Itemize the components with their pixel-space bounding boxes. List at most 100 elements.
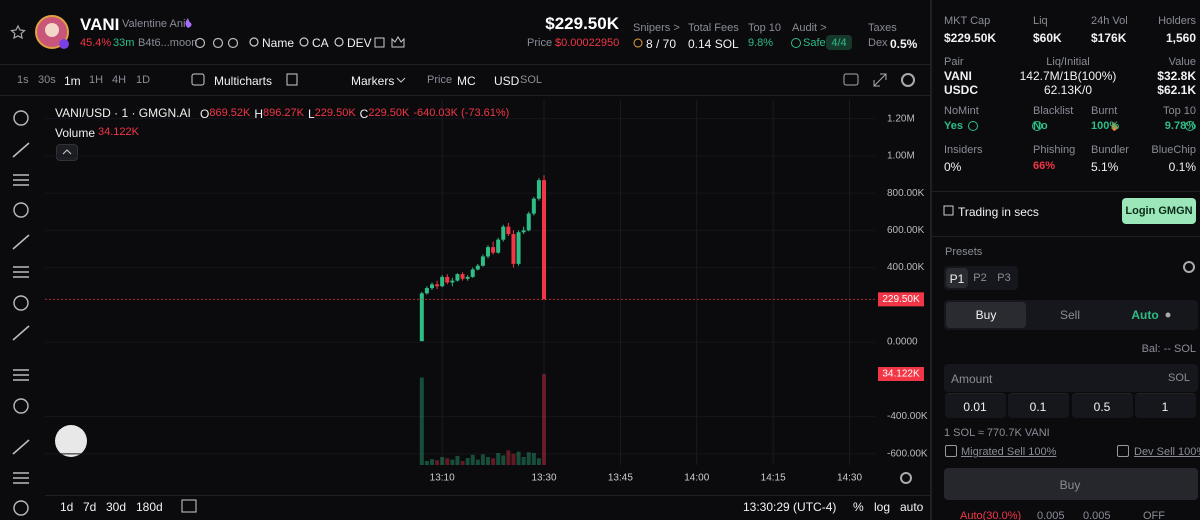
candle-body: [429, 284, 434, 289]
volume-bar: [536, 458, 541, 465]
options[interactable]: %: [853, 500, 864, 514]
login[interactable]: Login GMGN: [1125, 205, 1193, 217]
label: Blacklist: [1033, 105, 1074, 117]
mc[interactable]: MC: [457, 74, 476, 88]
balance: Bal: -- SOL: [1141, 343, 1196, 355]
volume-bar: [475, 459, 480, 465]
options[interactable]: Migrated Sell 100%: [961, 446, 1057, 458]
quick-amount[interactable]: [1135, 393, 1196, 418]
links[interactable]: Name: [262, 36, 295, 50]
quick-amounts[interactable]: 0.1: [1029, 400, 1047, 414]
amount-unit: SOL: [1167, 372, 1190, 384]
checkbox[interactable]: [945, 445, 957, 457]
badge: 0.5%: [890, 37, 918, 51]
value: Dex: [868, 37, 888, 49]
tool-icon: [12, 439, 30, 455]
price[interactable]: Price: [427, 74, 453, 86]
legend-item: -640.03K (-73.61%): [413, 107, 510, 119]
tabs[interactable]: Sell: [1059, 308, 1081, 322]
submit[interactable]: Buy: [1059, 478, 1081, 492]
value: 9.8%: [748, 37, 774, 49]
volume-bar: [521, 456, 526, 465]
candle-body: [424, 288, 429, 294]
multicharts-icon: [191, 73, 205, 86]
amount-input[interactable]: [944, 364, 1198, 392]
legend-item: C: [359, 107, 369, 121]
pairs: 142.7M/1B(100%): [1019, 69, 1117, 83]
ranges[interactable]: 7d: [83, 500, 97, 514]
tabs[interactable]: Auto: [1131, 308, 1159, 322]
tool-icon: [13, 398, 29, 414]
login-button[interactable]: [1122, 198, 1196, 224]
label: Total Fees: [688, 22, 739, 34]
markers[interactable]: Markers: [351, 74, 395, 88]
presets[interactable]: P2: [973, 272, 987, 284]
pair-header: Liq/Initial: [1046, 56, 1090, 68]
candle-body: [419, 293, 424, 342]
value: 0.14 SOL: [688, 37, 739, 51]
intervals[interactable]: 1s: [17, 74, 29, 86]
value: No: [1033, 120, 1048, 132]
label: Top 10: [1162, 105, 1196, 117]
section-divider: [932, 191, 1200, 192]
symbol: VANI: [80, 15, 120, 34]
volume-bar: [470, 454, 475, 465]
sniper-icon: [633, 38, 643, 48]
value: 5.1%: [1091, 160, 1119, 174]
star-icon: [10, 24, 26, 40]
ranges[interactable]: 1d: [60, 500, 74, 514]
usd[interactable]: USD: [494, 74, 520, 88]
presets[interactable]: P1: [949, 272, 965, 286]
crown-icon: [391, 36, 405, 48]
options[interactable]: auto: [900, 500, 924, 514]
value: 100%: [1091, 120, 1120, 132]
multicharts[interactable]: Multicharts: [214, 74, 273, 88]
quick-amount[interactable]: [1008, 393, 1069, 418]
buy-button[interactable]: [944, 468, 1198, 500]
links[interactable]: DEV: [347, 36, 372, 50]
pair-header: Value: [1168, 56, 1196, 68]
candle-body: [496, 239, 501, 253]
options[interactable]: Dev Sell 100%: [1134, 446, 1200, 458]
candle-body: [531, 198, 536, 214]
footer-divider: [45, 495, 930, 496]
intervals[interactable]: 30s: [38, 74, 56, 86]
tabs[interactable]: Buy: [975, 308, 997, 322]
y-tick-label: 1.20M: [887, 113, 915, 124]
ranges[interactable]: 30d: [106, 500, 127, 514]
intervals[interactable]: 1m: [64, 74, 81, 88]
quick-amounts[interactable]: 0.01: [963, 400, 987, 414]
toolbar-divider: [0, 95, 930, 96]
panel-divider: [930, 0, 932, 520]
legend-item: O: [200, 107, 210, 121]
intervals[interactable]: 1H: [89, 74, 104, 86]
volume-bar: [491, 458, 496, 465]
volume-bar: [445, 458, 450, 465]
tool-icon: [12, 142, 30, 158]
options[interactable]: log: [874, 500, 891, 514]
presets[interactable]: P3: [997, 272, 1011, 284]
quick-amount[interactable]: [945, 393, 1006, 418]
volume-title: Volume: [55, 126, 96, 140]
x-tick-label: 13:45: [608, 473, 633, 484]
quick-amounts[interactable]: 1: [1161, 400, 1169, 414]
candle-body: [450, 280, 455, 283]
quick-amounts[interactable]: 0.5: [1093, 400, 1111, 414]
quick-amount[interactable]: [1072, 393, 1133, 418]
intervals[interactable]: 4H: [112, 74, 127, 86]
avatar: [35, 15, 69, 49]
y-tick-label: 1.00M: [887, 151, 915, 162]
footer: OFF: [1143, 510, 1165, 520]
last-volume-label: 34.122K: [882, 369, 920, 380]
sol[interactable]: SOL: [520, 74, 543, 86]
label: MKT Cap: [944, 15, 991, 27]
market-cap: $229.50K: [545, 14, 619, 33]
intervals[interactable]: 1D: [136, 74, 151, 86]
links[interactable]: CA: [312, 36, 329, 50]
audit-badge: [826, 35, 852, 50]
volume-bar: [450, 459, 455, 465]
ranges[interactable]: 180d: [136, 500, 163, 514]
checkbox[interactable]: [1117, 445, 1129, 457]
volume-bar: [435, 460, 440, 465]
volume-bar: [531, 452, 536, 465]
